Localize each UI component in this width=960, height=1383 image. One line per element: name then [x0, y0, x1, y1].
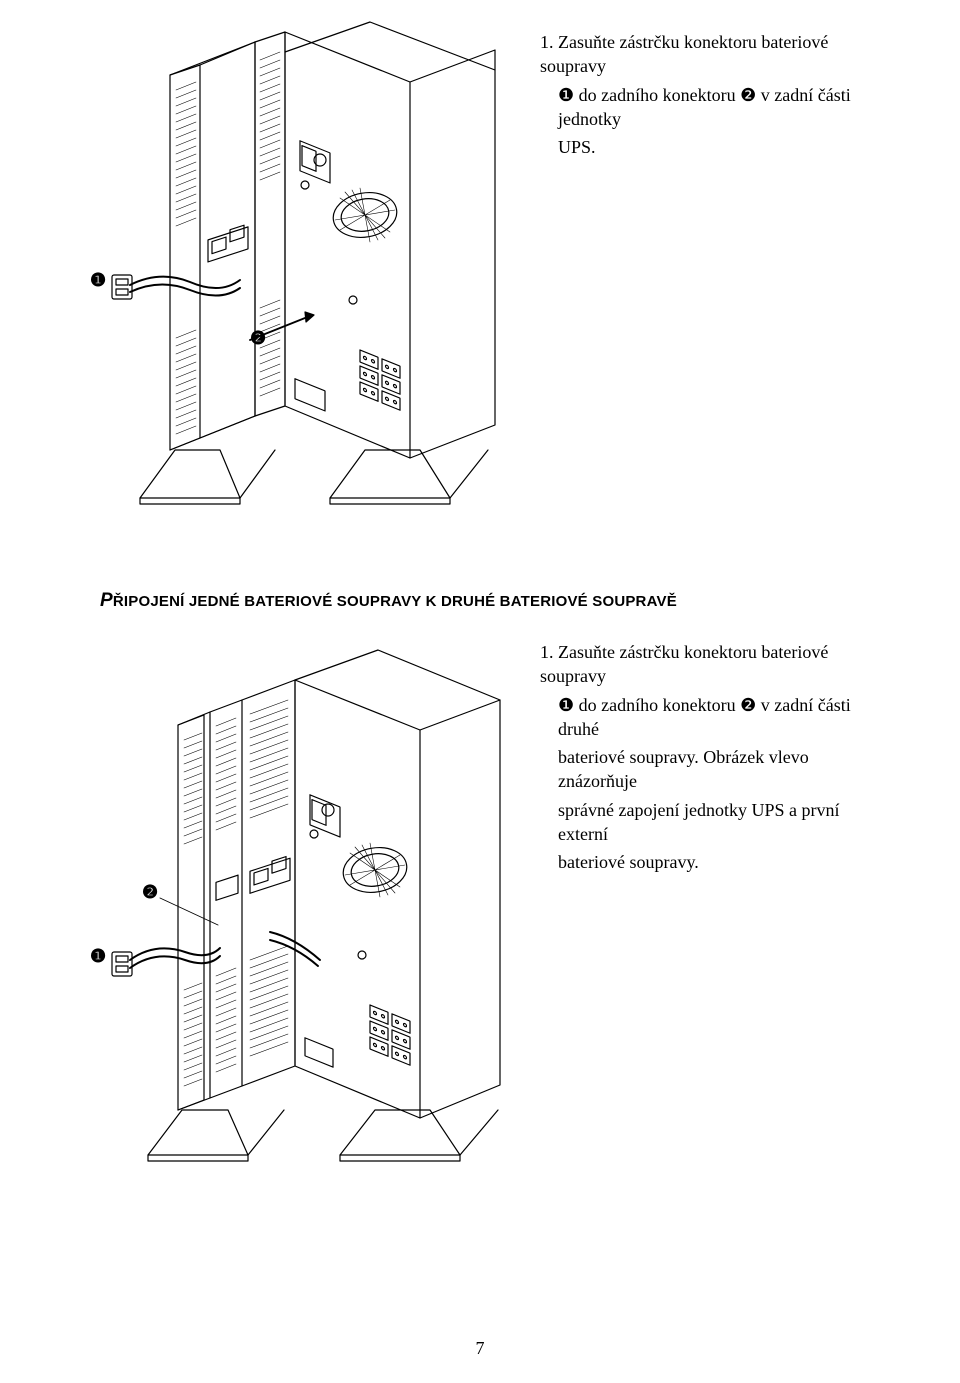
section-connect-to-ups: ❶ ❷ 1. Zasuňte zástrčku konektoru bateri…: [100, 20, 880, 530]
text-line: do zadního konektoru: [579, 695, 736, 715]
section-connect-battery-to-battery: ❷ ❶ 1. Zasuňte zástrčku konektoru bateri…: [100, 630, 880, 1190]
battery-diagram: [100, 630, 520, 1190]
callout-1: ❶: [90, 270, 106, 291]
figure-ups-battery: ❶ ❷: [100, 20, 520, 530]
text-line: Zasuňte zástrčku konektoru bateriové sou…: [540, 32, 828, 76]
heading-first-char: P: [100, 590, 113, 611]
step-number: 1.: [540, 642, 554, 662]
marker-icon: ❷: [740, 695, 756, 715]
text-line: Zasuňte zástrčku konektoru bateriové sou…: [540, 642, 828, 686]
step-text-2: 1. Zasuňte zástrčku konektoru bateriové …: [540, 630, 880, 879]
step-number: 1.: [540, 32, 554, 52]
text-line: do zadního konektoru: [579, 85, 736, 105]
text-line: bateriové soupravy. Obrázek vlevo znázor…: [540, 745, 880, 794]
marker-icon: ❶: [558, 85, 574, 105]
text-line: UPS.: [540, 135, 880, 159]
text-line: správné zapojení jednotky UPS a první ex…: [540, 798, 880, 847]
marker-icon: ❶: [558, 695, 574, 715]
heading-rest: ŘIPOJENÍ JEDNÉ BATERIOVÉ SOUPRAVY K DRUH…: [113, 593, 677, 610]
step-text-1: 1. Zasuňte zástrčku konektoru bateriové …: [540, 20, 880, 163]
callout-2: ❷: [142, 882, 158, 903]
callout-1: ❶: [90, 946, 106, 967]
text-line: bateriové soupravy.: [540, 850, 880, 874]
marker-icon: ❷: [740, 85, 756, 105]
page-number: 7: [476, 1338, 485, 1359]
section-heading: PŘIPOJENÍ JEDNÉ BATERIOVÉ SOUPRAVY K DRU…: [100, 590, 880, 612]
callout-2: ❷: [250, 328, 266, 349]
figure-battery-battery: ❷ ❶: [100, 630, 520, 1190]
ups-diagram: [100, 20, 520, 530]
